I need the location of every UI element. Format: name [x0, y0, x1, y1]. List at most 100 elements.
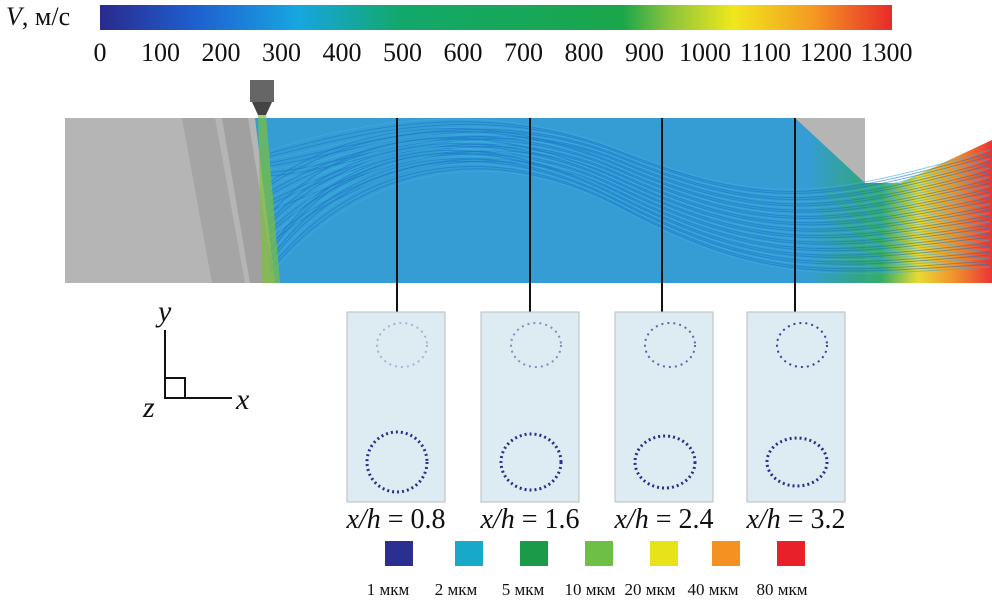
vortex	[499, 432, 563, 492]
streamline	[269, 163, 991, 267]
legend-label: 2 мкм	[435, 580, 478, 599]
streamline	[269, 153, 991, 245]
streamline	[269, 160, 991, 265]
streamline	[269, 118, 991, 190]
legend-label: 80 мкм	[756, 580, 807, 599]
section-label: x/h = 2.4	[613, 504, 713, 535]
section-relation: =	[388, 504, 404, 535]
colorbar	[100, 5, 892, 30]
vortex	[365, 430, 429, 494]
vortex	[776, 322, 828, 368]
colorbar-label: V, м/с	[6, 2, 70, 31]
axis-label: z	[142, 391, 155, 424]
section-symbol: x/h	[745, 504, 780, 535]
streamline	[269, 133, 991, 203]
section-value: 2.4	[679, 504, 714, 535]
streamlines	[269, 118, 991, 276]
streamline	[269, 145, 991, 239]
streamline	[269, 147, 991, 254]
vortex	[633, 434, 697, 490]
legend-swatch	[712, 541, 740, 566]
colorbar-tick-label: 1200	[800, 38, 852, 67]
colorbar-tick-label: 700	[504, 38, 543, 67]
axis-label: x	[235, 383, 250, 416]
section-panel	[480, 311, 580, 503]
channel-step	[182, 118, 245, 283]
legend-label: 40 мкм	[687, 580, 738, 599]
streamline	[269, 135, 991, 205]
legend-swatch	[455, 541, 483, 566]
legend-label: 20 мкм	[624, 580, 675, 599]
streamline	[269, 140, 991, 234]
streamline	[269, 128, 991, 211]
streamline	[269, 158, 991, 250]
vortex	[644, 322, 696, 368]
vortex	[765, 436, 829, 488]
streamline	[269, 149, 991, 256]
streamline	[269, 138, 991, 219]
colorbar-tick-label: 600	[444, 38, 483, 67]
section-symbol: x/h	[345, 504, 380, 535]
colorbar-tick-label: 400	[323, 38, 362, 67]
colorbar-tick-label: 0	[94, 38, 107, 67]
streamline	[269, 150, 991, 230]
streamline	[269, 152, 991, 258]
streamline	[269, 130, 991, 213]
legend-label: 10 мкм	[564, 580, 615, 599]
colorbar-tick-label: 1000	[679, 38, 731, 67]
axis-label: y	[155, 295, 172, 328]
streamline	[269, 140, 991, 209]
streamline	[269, 141, 991, 222]
section-label: x/h = 3.2	[745, 504, 845, 535]
streamline	[269, 121, 991, 192]
section-value: 0.8	[411, 504, 446, 535]
colorbar-tick-label: 900	[625, 38, 664, 67]
streamline	[269, 148, 991, 241]
injector-tip	[252, 102, 272, 115]
streamline	[269, 168, 991, 272]
legend-swatch	[585, 541, 613, 566]
vortex	[376, 322, 428, 368]
legend-swatch	[385, 541, 413, 566]
streamline	[269, 151, 991, 243]
streamline	[269, 131, 991, 201]
streamline	[269, 126, 991, 197]
colorbar-tick-label: 100	[141, 38, 180, 67]
section-panel	[614, 311, 714, 503]
streamline	[269, 137, 991, 232]
streamline	[269, 160, 991, 252]
colorbar-tick-label: 300	[262, 38, 301, 67]
jet	[258, 115, 280, 283]
axes-triad	[164, 330, 232, 399]
section-relation: =	[656, 504, 672, 535]
section-value: 1.6	[545, 504, 580, 535]
streamline	[269, 123, 991, 194]
injector	[250, 80, 274, 102]
streamline	[269, 158, 991, 263]
legend-swatch	[777, 541, 805, 566]
colorbar-tick-label: 1100	[740, 38, 791, 67]
colorbar-tick-label: 800	[565, 38, 604, 67]
vortex	[510, 322, 562, 368]
streamline	[269, 136, 991, 217]
legend-swatch	[520, 541, 548, 566]
streamline	[269, 155, 991, 261]
section-relation: =	[788, 504, 804, 535]
streamline	[269, 146, 991, 226]
legend-label: 5 мкм	[502, 580, 545, 599]
section-label: x/h = 0.8	[345, 504, 445, 535]
streamline	[269, 133, 991, 215]
streamline	[269, 155, 991, 247]
streamline	[269, 143, 991, 224]
section-symbol: x/h	[479, 504, 514, 535]
streamline	[269, 137, 991, 207]
colorbar-tick-label: 200	[202, 38, 241, 67]
colorbar-tick-label: 500	[383, 38, 422, 67]
legend-swatch	[650, 541, 678, 566]
section-relation: =	[522, 504, 538, 535]
section-label: x/h = 1.6	[479, 504, 579, 535]
streamline	[269, 143, 991, 236]
section-value: 3.2	[811, 504, 846, 535]
legend-label: 1 мкм	[367, 580, 410, 599]
